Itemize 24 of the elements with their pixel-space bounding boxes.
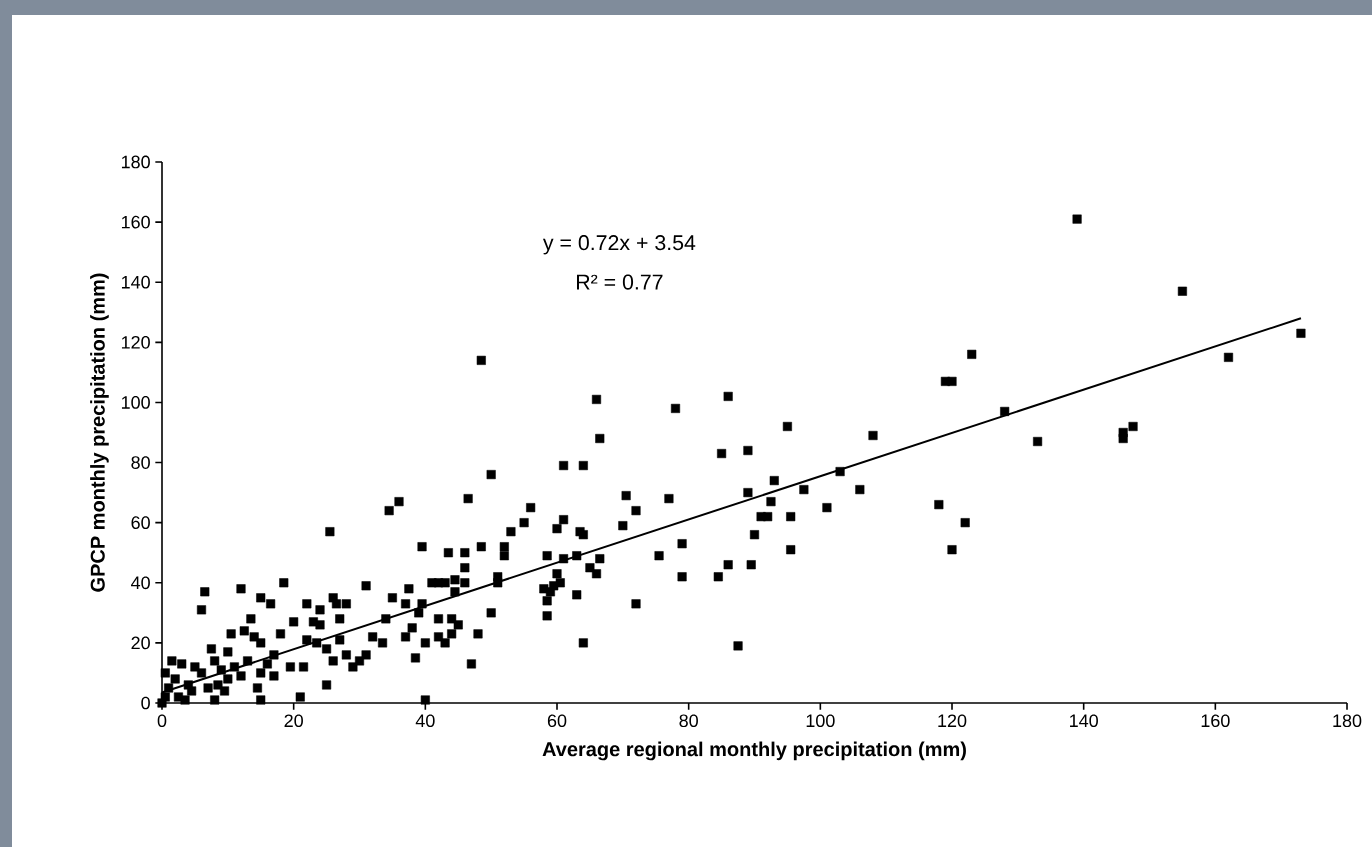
y-tick-label: 20 <box>131 636 150 650</box>
x-tick-label: 40 <box>415 714 435 728</box>
annotation: y = 0.72x + 3.54 <box>542 235 696 255</box>
y-tick-label: 180 <box>121 155 150 169</box>
y-tick-label: 80 <box>131 456 150 469</box>
y-tick-label: 160 <box>121 215 150 229</box>
x-tick-label: 100 <box>806 714 835 728</box>
x-tick-label: 20 <box>284 714 303 728</box>
x-tick-label: 140 <box>1070 714 1098 728</box>
y-axis-title: GPCP monthly precipitation (mm) <box>90 273 109 592</box>
x-tick-label: 0 <box>157 714 167 728</box>
x-tick-label: 80 <box>679 714 698 728</box>
x-tick-label: 60 <box>547 714 567 728</box>
annotation: R² = 0.77 <box>577 274 663 290</box>
x-tick-label: 180 <box>1333 714 1362 728</box>
y-tick-label: 120 <box>121 335 150 349</box>
x-tick-label: 120 <box>938 714 967 728</box>
y-tick-label: 100 <box>121 396 150 409</box>
y-tick-label: 60 <box>131 516 150 530</box>
y-tick-label: 40 <box>131 576 150 590</box>
x-axis-title: Average regional monthly precipitation (mm) <box>542 741 966 761</box>
x-tick-label: 160 <box>1201 714 1230 728</box>
y-tick-label: 0 <box>141 696 150 710</box>
y-tick-label: 140 <box>121 275 150 289</box>
